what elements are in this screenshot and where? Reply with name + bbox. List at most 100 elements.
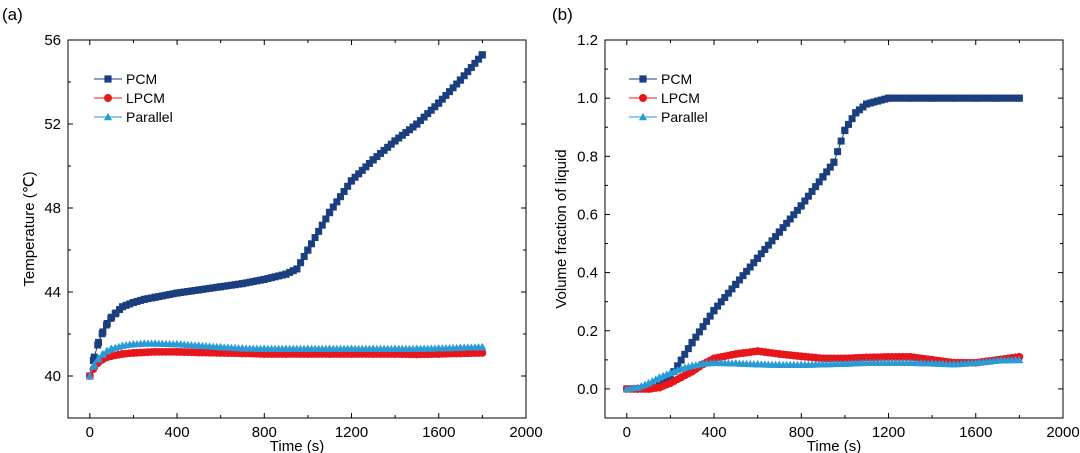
data-point [300,252,308,260]
data-point [830,158,838,166]
data-point [942,94,950,102]
legend-marker-lpcm [639,94,647,102]
data-point [122,301,130,309]
y-tick-label: 0.2 [577,323,598,340]
data-point [739,272,747,280]
data-point [979,94,987,102]
data-point [446,88,454,96]
data-point [721,294,729,302]
chart-panel-b: (b) 0 400 800 1200 1600 2000 0.0 0.2 0.4 0.6 0.8 1.0… [552,5,1080,453]
data-point [471,59,479,67]
data-point [775,228,783,236]
data-point [826,163,834,171]
data-point [804,192,812,200]
x-tick-label: 400 [165,424,190,441]
data-point [424,110,432,118]
data-point [369,156,377,164]
x-axis-label: Time (s) [270,438,324,453]
data-point [427,106,435,114]
data-point [395,134,403,142]
data-point [1004,94,1012,102]
data-point [286,268,294,276]
series-parallel [622,355,1024,393]
data-point [348,177,356,185]
data-point [177,289,185,297]
data-point [98,349,107,358]
data-point [797,202,805,210]
y-tick-label: 0.4 [577,265,598,282]
data-point [478,342,487,351]
data-point [902,94,910,102]
data-point [815,178,823,186]
data-point [935,94,943,102]
data-point [191,286,199,294]
data-point [972,94,980,102]
data-point [888,94,896,102]
data-point [855,106,863,114]
y-tick-label: 52 [44,116,61,133]
data-point [961,94,969,102]
data-point [318,221,326,229]
data-point [651,375,660,383]
data-point [950,94,958,102]
data-point [377,149,385,157]
data-point [307,240,315,248]
y-tick-label: 0.8 [577,148,598,165]
data-point [409,123,417,131]
legend-label: LPCM [661,90,700,106]
x-tick-label: 0 [86,424,94,441]
data-point [743,267,751,275]
data-point [710,306,718,314]
data-point [932,94,940,102]
data-point [95,338,103,346]
data-point [1015,355,1024,364]
data-point [224,282,232,290]
data-point [986,94,994,102]
data-point [772,233,780,241]
data-point [315,227,323,235]
data-point [209,284,217,292]
x-tick-label: 2000 [509,424,542,441]
data-point [413,120,421,128]
panel-label: (b) [552,5,573,24]
legend-marker-parallel [638,112,648,121]
data-point [398,131,406,139]
data-point [373,153,381,161]
data-point [648,377,657,385]
legend-marker-pcm [104,75,112,83]
data-point [954,94,962,102]
data-point [768,237,776,245]
data-point [859,103,867,111]
data-point [148,294,156,302]
x-tick-label: 400 [702,424,727,441]
series-pcm [623,94,1023,393]
data-point [844,120,852,128]
data-point [435,99,443,107]
x-axis-label: Time (s) [807,438,861,453]
data-point [695,328,703,336]
series-lpcm [85,347,487,380]
y-tick-label: 44 [44,284,61,301]
legend: PCM LPCM Parallel [629,71,708,125]
data-point [478,349,487,357]
data-point [877,96,885,104]
data-point [837,137,845,145]
data-point [253,277,261,285]
data-point [852,109,860,117]
data-point [246,278,254,286]
x-tick-label: 1200 [872,424,905,441]
data-point [819,173,827,181]
data-point [786,215,794,223]
data-point [162,291,170,299]
data-point [968,94,976,102]
data-point [387,140,395,148]
data-point [103,320,111,327]
data-point [267,274,275,282]
data-point [282,270,290,278]
data-point [238,280,246,288]
data-point [326,208,334,216]
data-point [474,55,482,63]
data-point [242,279,250,287]
data-point [144,295,152,303]
data-point [699,323,707,331]
